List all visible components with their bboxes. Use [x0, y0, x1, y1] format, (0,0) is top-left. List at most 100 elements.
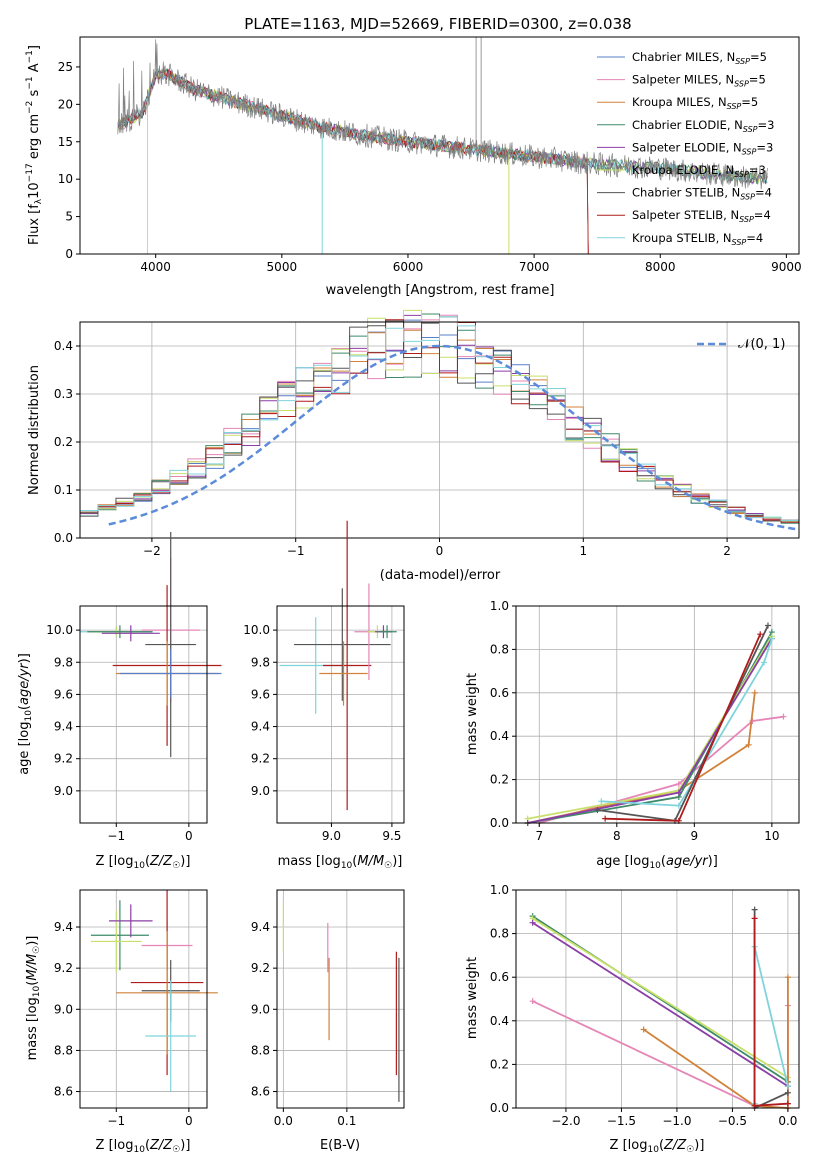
weight-point	[675, 802, 682, 809]
y-tick-label: 25	[58, 60, 73, 74]
model-spectrum-line	[117, 68, 589, 255]
x-tick-label: 0.0	[274, 1114, 293, 1128]
x-tick-label: 0	[185, 829, 193, 843]
x-tick-label: −2	[143, 544, 161, 558]
y-tick-label: 9.0	[251, 1002, 270, 1016]
weight-point	[529, 998, 536, 1005]
weight-point	[594, 806, 601, 813]
panel-residuals: −2 −1 0 1 2 0.0 0.1 0.2 0.3 0.4 (data-model)/erro…	[27, 309, 800, 583]
y-tick-label: 0.2	[54, 435, 73, 449]
weight-point	[675, 789, 682, 796]
weight-line	[527, 631, 773, 824]
panel-weight-Z: −2.0 −1.5 −1.0 −0.5 0.0 0.0 0.2 0.4 0.6 0.8 1.0 Z …	[465, 883, 800, 1155]
mass-ebv-xlabel: E(B-V)	[320, 1138, 360, 1153]
panel-weight-age: 7 8 9 10 0.0 0.2 0.4 0.6 0.8 1.0 age [log10(age/y…	[465, 599, 800, 871]
y-tick-label: 15	[58, 135, 73, 149]
weight-line	[539, 715, 784, 824]
age-Z-ylabel: age [log10(age/yr)]	[17, 653, 34, 775]
x-tick-label: 8	[613, 829, 621, 843]
panel-mass-Z: −1 0 8.6 8.8 9.0 9.2 9.4 Z [log10(Z/Z☉)] mass …	[25, 889, 218, 1155]
x-tick-label: 9000	[771, 260, 802, 274]
y-tick-label: 9.6	[251, 687, 270, 701]
y-tick-label: 8.6	[54, 1085, 73, 1099]
weight-Z-ylabel: mass weight	[465, 957, 480, 1039]
x-tick-label: 7	[535, 829, 543, 843]
x-tick-label: 5000	[267, 260, 298, 274]
y-tick-label: 0	[65, 247, 73, 261]
figure-title: PLATE=1163, MJD=52669, FIBERID=0300, z=0…	[244, 15, 631, 33]
legend-label: Chabrier MILES, NSSP=5	[632, 50, 767, 66]
y-tick-label: 9.4	[251, 920, 270, 934]
mass-Z-ylabel: mass [log10(M/M☉)]	[25, 936, 42, 1061]
y-tick-label: 9.8	[54, 655, 73, 669]
y-tick-label: 9.0	[251, 784, 270, 798]
y-tick-label: 9.6	[54, 687, 73, 701]
normal-curve	[108, 344, 800, 531]
y-tick-label: 0.3	[54, 387, 73, 401]
y-tick-label: 0.8	[490, 927, 509, 941]
spectrum-ylabel: Flux [fλ10−17 erg cm−2 s−1 A−1]	[25, 45, 44, 245]
weight-Z-xlabel: Z [log10(Z/Z☉)]	[610, 1138, 705, 1155]
x-tick-label: −2.0	[551, 1114, 580, 1128]
weight-point	[757, 631, 764, 638]
y-tick-label: 9.4	[54, 720, 73, 734]
mass-Z-xlabel: Z [log10(Z/Z☉)]	[96, 1138, 191, 1155]
weight-age-ylabel: mass weight	[465, 673, 480, 755]
x-tick-label: −1.5	[607, 1114, 636, 1128]
model-spectrum-line	[117, 68, 589, 255]
weight-point	[598, 798, 605, 805]
x-tick-label: 8000	[645, 260, 676, 274]
x-tick-label: −1.0	[662, 1114, 691, 1128]
observed-spectrum-line	[117, 39, 768, 190]
weight-point	[780, 713, 787, 720]
y-tick-label: 1.0	[490, 883, 509, 897]
weight-line	[532, 915, 789, 1083]
weight-point	[751, 906, 758, 913]
y-tick-label: 0.0	[490, 816, 509, 830]
weight-point	[745, 741, 752, 748]
weight-line	[601, 638, 773, 807]
y-tick-label: 0.6	[490, 970, 509, 984]
y-tick-label: 0.4	[490, 1014, 509, 1028]
residuals-xlabel: (data-model)/error	[380, 568, 501, 583]
y-tick-label: 9.0	[54, 1002, 73, 1016]
weight-line	[532, 917, 789, 1079]
legend-label: Kroupa MILES, NSSP=5	[632, 95, 758, 111]
y-tick-label: 9.4	[251, 720, 270, 734]
legend-label: Salpeter MILES, NSSP=5	[632, 73, 766, 89]
weight-point	[640, 1026, 647, 1033]
x-tick-label: −1	[287, 544, 305, 558]
weight-line	[532, 921, 789, 1087]
y-tick-label: 9.2	[54, 961, 73, 975]
weight-line	[643, 977, 789, 1109]
y-tick-label: 0.8	[490, 642, 509, 656]
x-tick-label: −0.5	[718, 1114, 747, 1128]
panel-spectrum: 4000 5000 6000 7000 8000 9000 0 5 10 15 20 25 wavel…	[25, 36, 802, 298]
weight-point	[675, 780, 682, 787]
weight-point	[602, 815, 609, 822]
weight-point	[784, 1089, 791, 1096]
y-tick-label: 0.1	[54, 483, 73, 497]
age-Z-xlabel: Z [log10(Z/Z☉)]	[96, 854, 191, 871]
y-tick-label: 5	[65, 210, 73, 224]
x-tick-label: 9	[691, 829, 699, 843]
y-tick-label: 9.2	[251, 752, 270, 766]
y-tick-label: 10.0	[243, 623, 270, 637]
x-tick-label: 6000	[393, 260, 424, 274]
residual-histogram	[80, 316, 799, 522]
weight-line	[605, 633, 762, 822]
y-tick-label: 8.8	[54, 1043, 73, 1057]
residual-histogram	[80, 319, 799, 523]
weight-line	[527, 692, 756, 824]
y-tick-label: 9.8	[251, 655, 270, 669]
y-tick-label: 10	[58, 172, 73, 186]
weight-point	[751, 915, 758, 922]
residuals-ylabel: Normed distribution	[27, 365, 42, 495]
y-tick-label: 0.6	[490, 686, 509, 700]
y-tick-label: 8.8	[251, 1043, 270, 1057]
weight-point	[761, 659, 768, 666]
model-spectrum-line	[117, 68, 589, 255]
x-tick-label: 2	[723, 544, 731, 558]
y-tick-label: 10.0	[46, 623, 73, 637]
